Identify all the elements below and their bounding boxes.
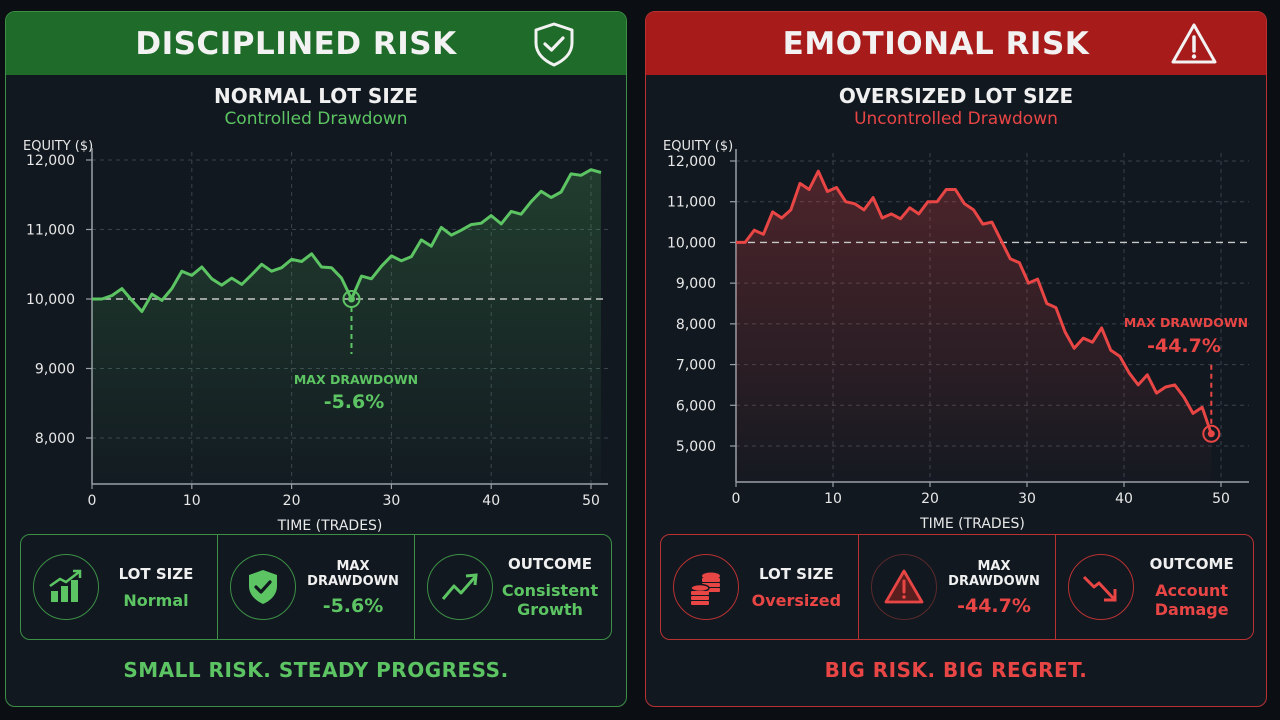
- chart-title: NORMAL LOT SIZE: [214, 84, 418, 108]
- x-tick-label: 40: [1115, 491, 1133, 507]
- x-tick-label: 20: [283, 493, 301, 509]
- y-tick-label: 8,000: [35, 431, 75, 447]
- x-tick-label: 50: [1212, 491, 1230, 507]
- equity-area: [736, 171, 1212, 482]
- annotation-value: -5.6%: [324, 391, 385, 413]
- stat-outcome: OUTCOME Account Damage: [1055, 535, 1253, 639]
- shield-check-icon: [534, 22, 574, 67]
- stat-label: MAX DRAWDOWN: [307, 558, 399, 589]
- stat-label: OUTCOME: [507, 555, 593, 573]
- stat-value-line1: Account: [1155, 581, 1229, 600]
- stat-value: Account Damage: [1134, 581, 1249, 619]
- stat-max-drawdown: MAX DRAWDOWN -5.6%: [217, 535, 414, 639]
- annotation-value: -44.7%: [1147, 335, 1221, 357]
- x-tick-label: 0: [732, 491, 741, 507]
- warning-triangle-icon: [870, 554, 937, 620]
- stat-value: -44.7%: [957, 594, 1031, 617]
- stat-value: Normal: [123, 590, 189, 610]
- y-tick-label: 8,000: [676, 317, 716, 333]
- x-tick-label: 0: [88, 493, 97, 509]
- equity-line: [92, 168, 602, 313]
- panel-banner: DISCIPLINED RISK: [6, 12, 626, 75]
- y-tick-label: 11,000: [667, 195, 716, 211]
- y-tick-label: 7,000: [676, 358, 716, 374]
- annotation-label: MAX DRAWDOWN: [294, 372, 418, 387]
- x-tick-label: 30: [1018, 491, 1036, 507]
- y-tick-label: 6,000: [676, 398, 716, 414]
- stat-outcome: OUTCOME Consistent Growth: [414, 535, 611, 639]
- x-tick-label: 50: [582, 493, 600, 509]
- y-tick-label: 10,000: [667, 235, 716, 251]
- y-tick-label: 12,000: [667, 154, 716, 170]
- y-axis-title: EQUITY ($): [23, 139, 93, 154]
- y-axis-title: EQUITY ($): [663, 139, 733, 154]
- y-tick-label: 10,000: [26, 292, 75, 308]
- tagline: BIG RISK. BIG REGRET.: [824, 658, 1088, 682]
- x-tick-label: 40: [482, 493, 500, 509]
- stat-value-line1: Consistent: [501, 581, 599, 600]
- stat-lot-size: LOT SIZE Normal: [21, 535, 217, 639]
- equity-line: [736, 169, 1213, 435]
- y-tick-label: 12,000: [26, 153, 75, 169]
- stat-lot-size: LOT SIZE Oversized: [661, 535, 858, 639]
- banner-title: EMOTIONAL RISK: [782, 25, 1090, 62]
- x-axis-title: TIME (TRADES): [919, 516, 1025, 532]
- panel-banner: EMOTIONAL RISK: [646, 12, 1266, 75]
- emotional-risk-panel: EMOTIONAL RISK OVERSIZED LOT SIZE Uncont…: [645, 11, 1267, 707]
- stat-label: LOT SIZE: [758, 564, 834, 583]
- trend-up-icon: [427, 554, 493, 620]
- stats-bar: LOT SIZE Normal MAX DRAWDOWN -5.6%: [20, 534, 612, 640]
- banner-title: DISCIPLINED RISK: [135, 25, 457, 62]
- stat-label: OUTCOME: [1149, 555, 1234, 573]
- stat-label: MAX DRAWDOWN: [948, 558, 1040, 589]
- x-axis-title: TIME (TRADES): [277, 518, 383, 534]
- warning-triangle-icon: [1171, 23, 1217, 64]
- tagline: SMALL RISK. STEADY PROGRESS.: [123, 658, 509, 682]
- drawdown-marker: [1202, 424, 1221, 443]
- x-tick-label: 30: [382, 493, 400, 509]
- x-tick-label: 20: [921, 491, 939, 507]
- y-tick-label: 5,000: [676, 439, 716, 455]
- chart-title: OVERSIZED LOT SIZE: [838, 84, 1074, 108]
- annotation-label: MAX DRAWDOWN: [1124, 315, 1248, 330]
- y-tick-label: 11,000: [26, 223, 75, 239]
- equity-area: [92, 169, 601, 484]
- bar-chart-up-icon: [33, 554, 99, 620]
- disciplined-risk-panel: DISCIPLINED RISK NORMAL LOT SIZE Control…: [5, 11, 627, 707]
- x-tick-label: 10: [183, 493, 201, 509]
- stat-label: LOT SIZE: [118, 564, 194, 583]
- stat-value-line2: Damage: [1154, 600, 1229, 619]
- stat-value: Oversized: [751, 590, 842, 610]
- equity-chart-disciplined: EQUITY ($) 8,000 9,000 10,000 11,000 12,000 0 1…: [23, 139, 608, 534]
- chart-subtitle: Controlled Drawdown: [224, 109, 408, 129]
- coins-stack-icon: [673, 554, 739, 620]
- shield-check-icon: [230, 554, 296, 620]
- y-tick-label: 9,000: [35, 362, 75, 378]
- stats-bar: LOT SIZE Oversized MAX DRAWDOWN -44.7%: [660, 534, 1254, 640]
- stat-value: Consistent Growth: [493, 581, 607, 619]
- stat-max-drawdown: MAX DRAWDOWN -44.7%: [857, 535, 1056, 639]
- x-tick-label: 10: [824, 491, 842, 507]
- y-tick-label: 9,000: [676, 276, 716, 292]
- chart-subtitle: Uncontrolled Drawdown: [854, 109, 1058, 129]
- stat-value-line2: Growth: [517, 600, 583, 619]
- equity-chart-emotional: EQUITY ($) 5,000 6,000 7,000 8,000 9,000 10,00…: [663, 139, 1249, 532]
- trend-down-icon: [1068, 554, 1135, 620]
- stat-value: -5.6%: [322, 594, 384, 617]
